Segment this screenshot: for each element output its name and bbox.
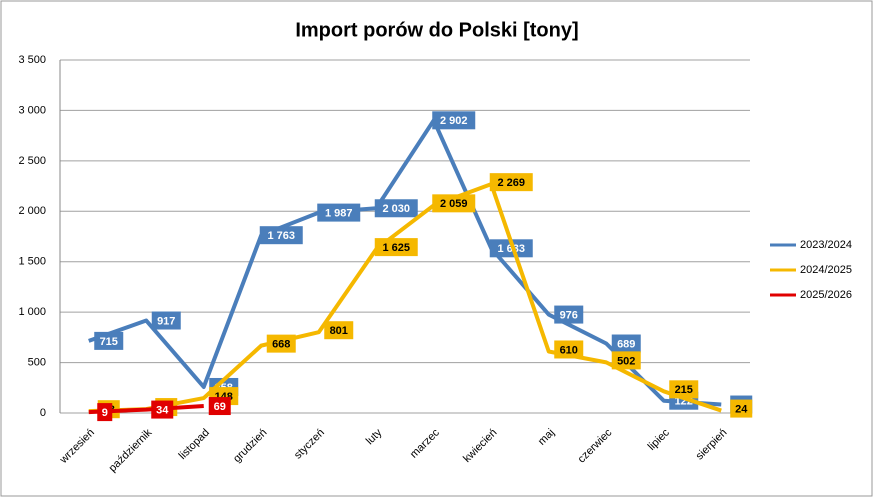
y-tick-label: 1 500 xyxy=(18,256,46,268)
y-tick-label: 500 xyxy=(28,356,46,368)
data-label: 69 xyxy=(214,401,226,413)
chart-title: Import porów do Polski [tony] xyxy=(295,19,578,41)
data-label: 801 xyxy=(330,325,348,337)
data-label-box xyxy=(94,331,124,350)
data-label: 2 030 xyxy=(382,203,410,215)
data-label: 215 xyxy=(675,384,693,396)
data-label: 2 059 xyxy=(440,198,468,210)
data-label: 1 625 xyxy=(382,242,410,254)
legend-label: 2023/2024 xyxy=(800,239,852,251)
data-label: 24 xyxy=(735,403,748,415)
legend-label: 2024/2025 xyxy=(800,264,852,276)
data-label-box xyxy=(208,397,231,416)
data-label: 1 763 xyxy=(267,230,295,242)
data-label: 2 269 xyxy=(497,177,525,189)
data-label: 610 xyxy=(560,344,578,356)
data-label-box xyxy=(151,311,181,330)
data-label: 976 xyxy=(560,309,578,321)
data-label-box xyxy=(489,173,533,192)
data-label-box xyxy=(730,399,753,418)
data-label: 1 633 xyxy=(497,243,525,255)
data-label: 715 xyxy=(100,336,118,348)
data-label-box xyxy=(317,203,361,222)
y-tick-label: 3 000 xyxy=(18,104,46,116)
data-label-box xyxy=(266,334,296,353)
data-label: 34 xyxy=(156,404,169,416)
y-tick-label: 0 xyxy=(40,407,46,419)
data-label-box xyxy=(611,334,641,353)
data-label: 917 xyxy=(157,315,175,327)
data-label: 689 xyxy=(617,338,635,350)
data-label: 1 987 xyxy=(325,208,353,220)
data-label: 9 xyxy=(102,407,108,419)
data-label: 668 xyxy=(272,339,290,351)
data-label-box xyxy=(259,226,303,245)
y-tick-label: 2 000 xyxy=(18,205,46,217)
data-label-box xyxy=(432,194,476,213)
data-label-box xyxy=(374,238,418,257)
y-tick-label: 3 500 xyxy=(18,54,46,66)
data-label-box xyxy=(554,305,584,324)
data-label-box xyxy=(374,199,418,218)
data-label-box xyxy=(554,340,584,359)
data-label-box xyxy=(97,403,113,422)
data-label: 502 xyxy=(617,355,635,367)
data-label-box xyxy=(324,321,354,340)
data-label-box xyxy=(432,111,476,130)
legend-label: 2025/2026 xyxy=(800,289,852,301)
data-label: 2 902 xyxy=(440,115,468,127)
data-label-box xyxy=(151,400,174,419)
data-label-box xyxy=(669,380,699,399)
y-tick-label: 1 000 xyxy=(18,306,46,318)
data-label-box xyxy=(611,351,641,370)
y-tick-label: 2 500 xyxy=(18,155,46,167)
